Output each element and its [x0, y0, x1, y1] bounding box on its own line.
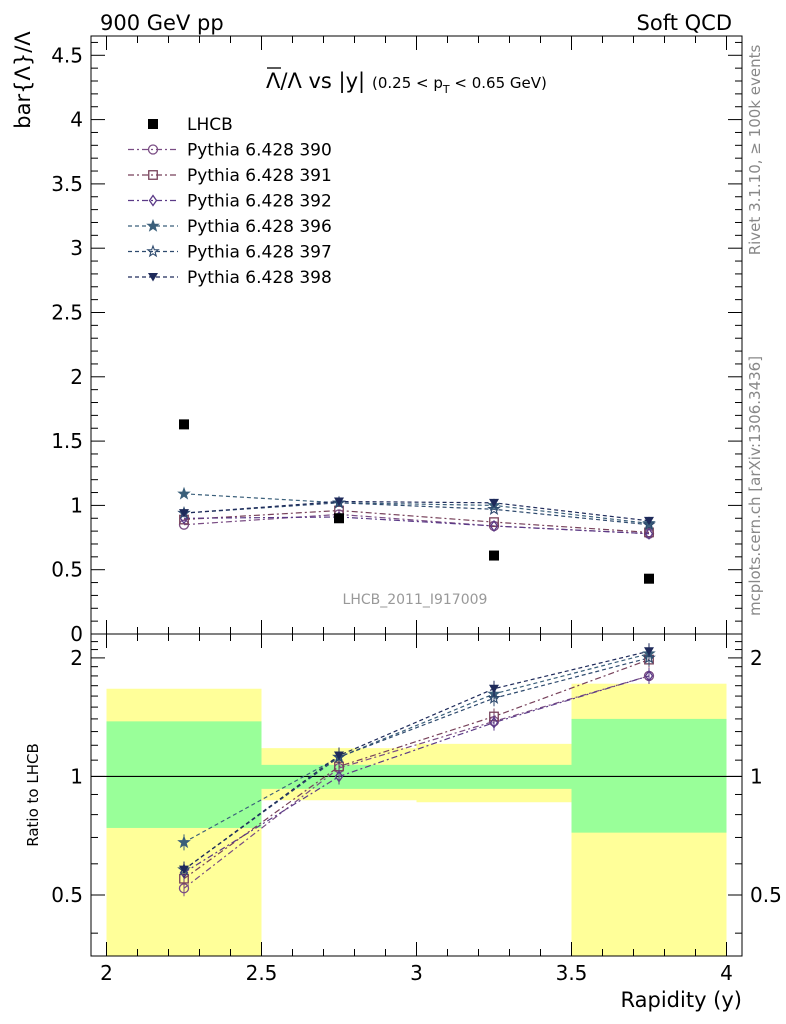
ratio-y-tick-label-right: 1 [750, 764, 763, 788]
lhcb-data-point [489, 550, 499, 561]
mcplots-label: mcplots.cern.ch [arXiv:1306.3436] [746, 356, 764, 616]
legend-label-4: Pythia 6.428 397 [187, 243, 332, 263]
main-series-marks [177, 486, 656, 540]
ratio-series-point-5 [179, 865, 189, 875]
main-series-point-4 [487, 502, 501, 516]
energy-label: 900 GeV pp [100, 11, 224, 35]
main-y-tick-label: 0 [70, 622, 83, 646]
legend-label-3: Pythia 6.428 396 [187, 217, 332, 237]
main-series-point-5 [644, 516, 654, 526]
legend-label-2: Pythia 6.428 392 [187, 192, 332, 212]
ratio-series-line-5 [183, 650, 650, 871]
main-series-line-1 [183, 509, 650, 533]
ratio-series-line-0 [183, 675, 650, 889]
ratio-series-point-5 [489, 684, 499, 694]
x-tick-label: 2.5 [246, 961, 278, 985]
main-y-tick-label: 1.5 [51, 429, 83, 453]
title-sub-start: (0.25 < p [372, 74, 443, 92]
x-tick-label: 3.5 [556, 961, 588, 985]
title-main: Λ/Λ vs |y| [266, 69, 365, 94]
x-tick-label: 2 [100, 961, 113, 985]
ratio-y-axis-label: Ratio to LHCB [24, 743, 42, 847]
ratio-series-point-3 [177, 835, 191, 849]
ratio-y-tick-label-right: 2 [750, 646, 763, 670]
main-y-tick-label: 0.5 [51, 558, 83, 582]
main-y-tick-label: 3.5 [51, 172, 83, 196]
legend-label-5: Pythia 6.428 398 [187, 268, 332, 288]
x-tick-label: 3 [410, 961, 423, 985]
legend-marker-4 [146, 244, 160, 258]
ratio-uncertainty-bands [106, 683, 727, 956]
main-series-point-5 [334, 497, 344, 507]
ratio-series-point-4 [487, 691, 501, 704]
lhcb-data-point [179, 419, 189, 430]
main-y-tick-label: 3 [70, 236, 83, 260]
main-y-tick-label: 4.5 [51, 43, 83, 67]
main-y-ticks: 0 0.5 1 1.5 2 2.5 3 3.5 4 4.5 [51, 36, 742, 646]
ratio-series-point-4 [642, 650, 656, 664]
legend-marker-1 [148, 170, 158, 180]
green-band-0 [106, 721, 262, 828]
lhcb-data-point [644, 573, 654, 584]
ratio-series-lines [183, 650, 650, 889]
legend-label-lhcb: LHCB [187, 115, 233, 135]
rivet-label: Rivet 3.1.10, ≥ 100k events [746, 45, 764, 256]
ratio-y-tick-label: 0.5 [51, 883, 83, 907]
lhcb-data-points [179, 419, 654, 584]
ratio-y-tick-label: 1 [70, 764, 83, 788]
legend-label-1: Pythia 6.428 391 [187, 166, 332, 186]
ratio-series-point-5 [334, 751, 344, 761]
legend-marker-5 [148, 273, 158, 282]
title-sub-subscript: T [442, 83, 450, 96]
title-sub: (0.25 < pT < 0.65 GeV) [372, 74, 547, 96]
main-y-axis-label: bar{Λ}/Λ [11, 31, 35, 129]
main-series-line-2 [183, 516, 650, 535]
legend-marker-0 [147, 144, 159, 155]
green-band-3 [571, 718, 727, 833]
main-series-lines [183, 493, 650, 535]
analysis-watermark: LHCB_2011_I917009 [343, 592, 488, 608]
legend-marker-2 [148, 194, 158, 207]
main-series-point-2 [489, 519, 499, 533]
legend-label-0: Pythia 6.428 390 [187, 141, 332, 161]
category-label: Soft QCD [637, 11, 732, 35]
ratio-series-point-5 [644, 647, 654, 656]
main-series-point-5 [489, 498, 499, 508]
legend: LHCB Pythia 6.428 390 Pythia 6.428 391 Pyth… [128, 115, 332, 288]
x-tick-label: 4 [720, 961, 733, 985]
ratio-y-tick-label-right: 0.5 [750, 883, 782, 907]
main-y-tick-label: 1 [70, 493, 83, 517]
ratio-series-line-4 [183, 657, 650, 871]
main-y-tick-label: 2 [70, 365, 83, 389]
legend-marker-3 [146, 218, 160, 232]
main-series-point-1 [489, 517, 499, 528]
ratio-ticks: 0.5 0.5 1 1 2 2 2 2.5 3 3.5 4 [51, 634, 782, 985]
main-y-tick-label: 2.5 [51, 300, 83, 324]
ratio-series-point-2 [644, 669, 654, 683]
lhcb-data-point [334, 513, 344, 524]
ratio-series-point-2 [334, 770, 344, 783]
main-series-line-4 [183, 502, 650, 526]
ratio-series-line-3 [183, 653, 650, 843]
ratio-series-line-1 [183, 659, 650, 880]
ratio-series-marks [177, 643, 656, 897]
main-series-line-3 [183, 493, 650, 524]
main-y-tick-label: 4 [70, 108, 83, 132]
legend-marker-lhcb [148, 119, 158, 129]
ratio-panel: 0.5 0.5 1 1 2 2 2 2.5 3 3.5 4 Ratio to LHCB Rapidi… [24, 633, 782, 1012]
ratio-y-tick-label: 2 [70, 646, 83, 670]
title-sub-end: < 0.65 GeV) [450, 74, 547, 92]
main-series-point-5 [179, 509, 189, 518]
x-axis-label: Rapidity (y) [621, 988, 742, 1012]
main-series-line-5 [183, 500, 650, 522]
main-series-point-0 [178, 519, 190, 530]
main-series-point-4 [642, 517, 656, 531]
main-series-point-3 [177, 486, 191, 500]
main-series-point-2 [644, 527, 654, 540]
ratio-series-point-2 [489, 716, 499, 729]
main-panel: 0 0.5 1 1.5 2 2.5 3 3.5 4 4.5 bar{Λ}/Λ Λ/Λ vs |y|… [11, 31, 743, 646]
main-title: Λ/Λ vs |y| (0.25 < pT < 0.65 GeV) [266, 67, 547, 96]
